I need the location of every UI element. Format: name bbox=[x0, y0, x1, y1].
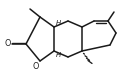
Text: H: H bbox=[56, 52, 61, 58]
Text: O: O bbox=[5, 39, 11, 49]
Text: O: O bbox=[33, 62, 39, 71]
Text: H: H bbox=[56, 20, 61, 26]
